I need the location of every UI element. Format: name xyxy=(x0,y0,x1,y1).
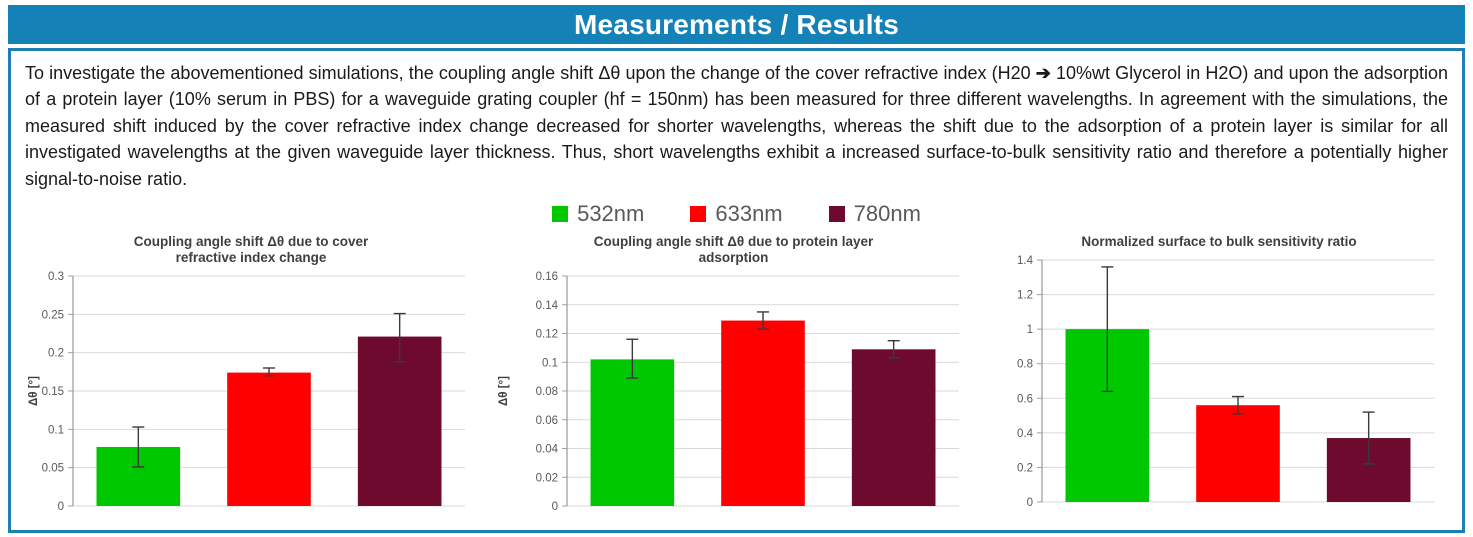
y-tick-label: 0.3 xyxy=(48,271,64,283)
bar-780nm xyxy=(851,349,935,507)
chart-protein-adsorption: Coupling angle shift Δθ due to protein l… xyxy=(495,230,973,522)
paragraph-text-end: 10%wt Glycerol in H2O) and upon the adso… xyxy=(25,63,1448,189)
slide-body: To investigate the abovementioned simula… xyxy=(8,48,1465,533)
y-tick-label: 0.14 xyxy=(535,300,558,312)
y-tick-label: 0.08 xyxy=(535,386,557,398)
y-tick-label: 0.8 xyxy=(1017,359,1033,371)
y-tick-label: 0.06 xyxy=(535,415,557,427)
legend-label: 633nm xyxy=(715,201,783,227)
y-tick-label: 1.2 xyxy=(1017,290,1033,302)
y-tick-label: 0 xyxy=(58,501,64,513)
body-paragraph: To investigate the abovementioned simula… xyxy=(25,60,1448,192)
y-tick-label: 0.1 xyxy=(48,424,64,436)
y-tick-label: 1 xyxy=(1027,324,1033,336)
chart-title-line: refractive index change xyxy=(175,250,327,266)
chart-title: Coupling angle shift Δθ due to cover refr… xyxy=(25,230,477,266)
bar-chart-protein-adsorption: 0 0.02 0.04 0.06 0.08 0.1 0.12 0.14 0.16 Δθ [°] xyxy=(498,271,959,513)
bar-633nm xyxy=(227,372,311,507)
right-arrow-icon: ➔ xyxy=(1035,63,1051,83)
y-tick-label: 0.02 xyxy=(535,472,557,484)
legend-label: 780nm xyxy=(853,201,921,227)
bar-chart-cover-refractive-index: 0 0.05 0.1 0.15 0.2 0.25 0.3 Δθ [°] xyxy=(28,271,465,513)
chart-title: Normalized surface to bulk sensitivity r… xyxy=(990,230,1448,250)
legend-swatch-icon xyxy=(552,206,569,223)
legend: 532nm 633nm 780nm xyxy=(11,201,1462,227)
bar-780nm xyxy=(357,336,442,507)
y-tick-label: 0.05 xyxy=(42,463,64,475)
bar-chart-sensitivity-ratio: 0 0.2 0.4 0.6 0.8 1 1.2 1.4 xyxy=(1017,255,1434,509)
legend-item-532nm: 532nm xyxy=(552,201,644,227)
chart-title: Coupling angle shift Δθ due to protein l… xyxy=(495,230,973,266)
charts-row: Coupling angle shift Δθ due to cover refr… xyxy=(11,227,1462,522)
chart-title-line: adsorption xyxy=(698,250,769,266)
bar-633nm xyxy=(1196,405,1280,503)
bar-633nm xyxy=(720,320,805,507)
y-tick-label: 0.16 xyxy=(535,271,557,283)
y-tick-label: 0 xyxy=(1027,497,1033,509)
y-axis-label: Δθ [°] xyxy=(498,376,510,406)
y-tick-label: 0.4 xyxy=(1017,428,1034,440)
y-tick-label: 0.1 xyxy=(542,357,558,369)
y-tick-label: 0 xyxy=(551,501,557,513)
y-tick-label: 1.4 xyxy=(1017,255,1034,267)
legend-label: 532nm xyxy=(577,201,645,227)
slide-header: Measurements / Results xyxy=(8,5,1465,44)
bar-532nm xyxy=(590,359,674,507)
chart-title-line: Coupling angle shift Δθ due to cover xyxy=(133,234,369,250)
y-axis-label: Δθ [°] xyxy=(28,376,40,406)
y-tick-label: 0.15 xyxy=(42,386,64,398)
y-tick-label: 0.04 xyxy=(535,444,558,456)
chart-cover-refractive-index: Coupling angle shift Δθ due to cover refr… xyxy=(25,230,477,522)
y-tick-label: 0.6 xyxy=(1017,393,1033,405)
y-tick-label: 0.2 xyxy=(48,348,64,360)
legend-swatch-icon xyxy=(690,206,707,223)
legend-item-780nm: 780nm xyxy=(828,201,921,227)
chart-sensitivity-ratio: Normalized surface to bulk sensitivity r… xyxy=(990,230,1448,522)
y-tick-label: 0.12 xyxy=(535,329,557,341)
chart-title-line: Coupling angle shift Δθ due to protein l… xyxy=(593,234,874,250)
legend-item-633nm: 633nm xyxy=(690,201,783,227)
y-tick-label: 0.25 xyxy=(42,309,64,321)
y-tick-label: 0.2 xyxy=(1017,463,1033,475)
chart-title-line: Normalized surface to bulk sensitivity r… xyxy=(1081,234,1357,250)
page-title: Measurements / Results xyxy=(574,8,899,40)
legend-swatch-icon xyxy=(828,206,845,223)
paragraph-text-start: To investigate the abovementioned simula… xyxy=(25,63,1036,83)
